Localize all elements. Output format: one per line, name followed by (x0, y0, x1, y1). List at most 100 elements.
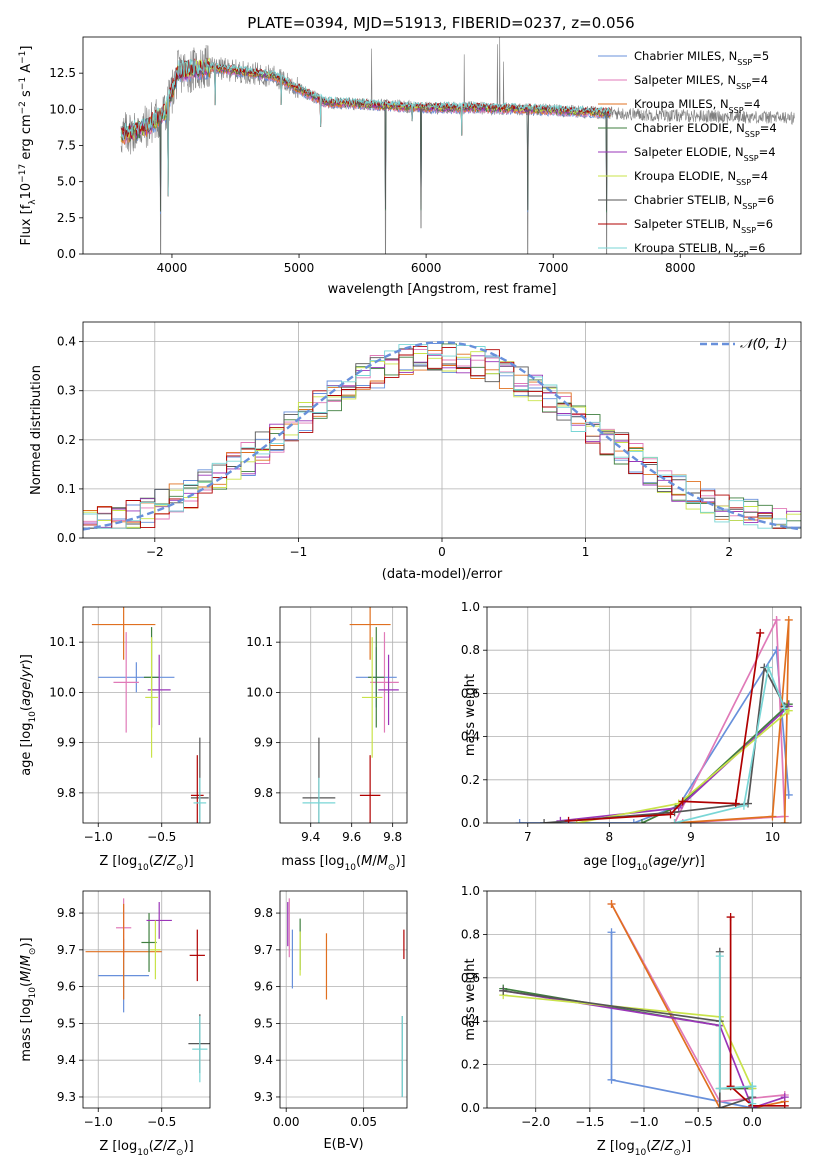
x-tick-label: 9.4 (301, 830, 320, 844)
weight-line (718, 956, 754, 1104)
errorbar-point-8 (189, 929, 205, 982)
legend-label-8: Salpeter STELIB, NSSP=6 (634, 217, 773, 235)
weight-marker (629, 819, 638, 823)
weight-marker (715, 1084, 724, 1093)
y-tick-label: 9.8 (57, 906, 76, 920)
y-tick-label: 0.4 (461, 730, 480, 744)
plot-area (499, 900, 789, 1108)
y-tick-label: 9.9 (57, 736, 76, 750)
legend: Chabrier MILES, NSSP=5 Salpeter MILES, NS… (598, 49, 777, 259)
weight-line (503, 989, 786, 1108)
x-tick-label: 8 (606, 830, 614, 844)
y-tick-label: 0.8 (461, 927, 480, 941)
y-tick-label: 9.3 (57, 1090, 76, 1104)
x-tick-label: 7000 (538, 261, 569, 275)
weight-marker (637, 819, 646, 823)
weight-line (610, 903, 785, 1108)
axes-frame (279, 890, 408, 1109)
weight-marker (764, 663, 773, 672)
errorbar-point-9 (193, 777, 207, 823)
weight-marker (784, 615, 793, 624)
y-axis-label: Flux [fλ10−17 erg cm−2 s−1 A−1] (18, 46, 38, 246)
panel-mass-vs-z: −1.0 −0.5 9.3 9.4 9.5 9.6 9.7 9.8 Z [log10(Z/Z⊙)… (19, 890, 211, 1158)
y-tick-label: 10.1 (246, 635, 273, 649)
errorbar-point-5 (146, 902, 172, 939)
weight-marker (678, 797, 687, 806)
weight-marker (666, 810, 675, 819)
y-tick-label: 0.3 (57, 384, 76, 398)
weight-marker (607, 928, 616, 937)
axes-frame (82, 36, 802, 255)
y-tick-label: 0.2 (461, 773, 480, 787)
panel-mass-vs-ebv: 0.00 0.05 9.3 9.4 9.5 9.6 9.7 9.8 E(B-V) (254, 890, 408, 1152)
weight-marker (731, 799, 740, 808)
y-axis-label: mass weight (463, 674, 478, 756)
x-tick-label: −1.0 (629, 1115, 658, 1129)
x-tick-label: −1.0 (84, 1115, 113, 1129)
weight-marker (743, 799, 752, 808)
weight-marker (739, 801, 748, 810)
errorbar-point-9 (302, 777, 336, 823)
gaussian-reference-curve (83, 340, 801, 531)
axes-frame (82, 606, 211, 824)
x-axis-label: Z [log10(Z/Z⊙)] (99, 854, 193, 873)
x-tick-label: 9.6 (342, 830, 361, 844)
y-tick-label: 9.5 (254, 1016, 273, 1030)
y-tick-label: 0.4 (57, 335, 76, 349)
weight-series-9 (715, 952, 757, 1108)
x-axis-label: age [log10(age/yr)] (583, 854, 705, 873)
errorbar-point-5 (378, 654, 399, 726)
plot-area (515, 615, 793, 823)
weight-marker (726, 1082, 735, 1091)
x-tick-label: −1 (290, 545, 308, 559)
weight-marker (768, 812, 777, 821)
errorbar-point-9 (192, 1016, 208, 1083)
y-tick-label: 0.0 (57, 531, 76, 545)
x-tick-label: 4000 (157, 261, 188, 275)
plot-area (302, 607, 399, 823)
plot-area (120, 37, 795, 254)
panel-weight-vs-z: −2.0 −1.5 −1.0 −0.5 0.0 0.0 0.2 0.4 0.6 0.8 1.0 Z [… (461, 884, 802, 1158)
weight-marker (780, 1093, 789, 1102)
weight-marker (748, 1082, 757, 1091)
y-axis-label: age [log10(age/yr)] (19, 654, 38, 776)
errorbar-point-3 (349, 607, 391, 660)
x-tick-label: −0.5 (147, 1115, 176, 1129)
y-tick-label: 0.2 (461, 1058, 480, 1072)
y-tick-label: 10.0 (49, 685, 76, 699)
x-tick-label: −1.5 (575, 1115, 604, 1129)
legend-label-5: Salpeter ELODIE, NSSP=4 (634, 145, 776, 163)
y-axis-label: mass [log10(M/M⊙)] (19, 937, 38, 1061)
weight-line (729, 917, 785, 1107)
y-tick-label: 0.0 (461, 816, 480, 830)
axes-frame (486, 890, 802, 1109)
x-tick-label: 6000 (411, 261, 442, 275)
legend-label-6: Kroupa ELODIE, NSSP=4 (634, 169, 768, 187)
x-tick-label: 0.00 (273, 1115, 300, 1129)
legend-gaussian-label: 𝒩(0, 1) (740, 337, 787, 352)
y-tick-label: 9.4 (254, 1053, 273, 1067)
y-tick-label: 10.1 (49, 635, 76, 649)
y-tick-label: 9.8 (254, 786, 273, 800)
y-tick-label: 5.0 (57, 175, 76, 189)
axes-frame (486, 606, 802, 824)
panel-weight-vs-age: 7 8 9 10 0.0 0.2 0.4 0.6 0.8 1.0 age [log10(age/yr… (461, 600, 802, 873)
errorbar-point-2 (370, 632, 399, 733)
weight-marker (607, 1075, 616, 1084)
y-axis-label: mass weight (463, 958, 478, 1040)
weight-marker (772, 646, 781, 655)
errorbar-point-8 (359, 755, 381, 823)
errorbar-point-6 (150, 920, 161, 980)
weight-marker (715, 1104, 724, 1108)
x-tick-label: 0 (438, 545, 446, 559)
errorbar-point-8 (190, 755, 204, 823)
legend-label-1: Chabrier MILES, NSSP=5 (634, 49, 769, 67)
x-tick-label: 0.05 (350, 1115, 377, 1129)
weight-series-9 (670, 663, 789, 823)
y-tick-label: 0.8 (461, 643, 480, 657)
x-axis-label: wavelength [Angstrom, rest frame] (328, 282, 557, 297)
y-tick-label: 0.1 (57, 482, 76, 496)
x-axis-label: Z [log10(Z/Z⊙)] (99, 1139, 193, 1158)
weight-line (503, 951, 753, 1108)
